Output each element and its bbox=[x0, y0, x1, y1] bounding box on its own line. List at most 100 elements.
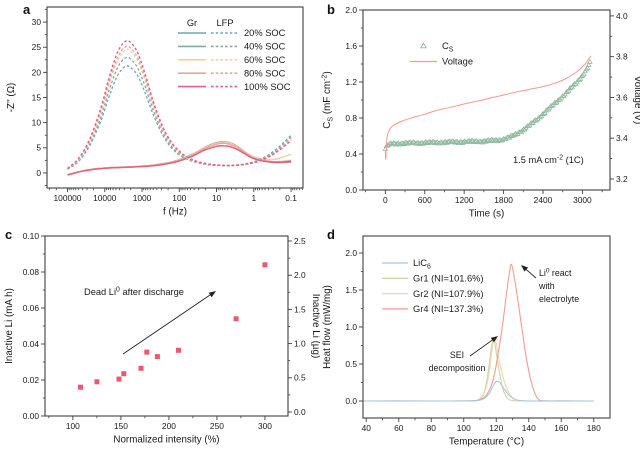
svg-text:Inactive Li (µg): Inactive Li (µg) bbox=[310, 294, 320, 358]
svg-text:0.00: 0.00 bbox=[23, 411, 40, 421]
svg-text:100000: 100000 bbox=[54, 193, 82, 203]
svg-text:electrolyte: electrolyte bbox=[539, 294, 579, 304]
svg-text:Voltage: Voltage bbox=[442, 57, 473, 67]
svg-text:1.5: 1.5 bbox=[345, 285, 357, 295]
svg-text:1.6: 1.6 bbox=[345, 41, 357, 51]
annotation-arrow-head bbox=[208, 291, 216, 298]
svg-text:3.8: 3.8 bbox=[616, 52, 628, 62]
svg-text:0: 0 bbox=[383, 195, 388, 205]
svg-text:150: 150 bbox=[114, 421, 128, 431]
svg-text:40% SOC: 40% SOC bbox=[244, 42, 286, 52]
annotations: Dead Li0 after discharge bbox=[84, 286, 216, 355]
svg-text:SEI: SEI bbox=[450, 350, 464, 360]
svg-text:with: with bbox=[538, 281, 555, 291]
svg-text:80% SOC: 80% SOC bbox=[244, 68, 286, 78]
svg-text:10000: 10000 bbox=[93, 193, 117, 203]
svg-text:0.0: 0.0 bbox=[345, 396, 357, 406]
svg-text:30: 30 bbox=[32, 17, 42, 27]
panel-d-chart: 40 60 80 100 120 140 160 180 0.0 0.5 1.0 1.5 2.0 Temp… bbox=[322, 235, 611, 448]
series-lfp-80-soc bbox=[67, 45, 292, 170]
series-gr-100-soc bbox=[67, 144, 292, 176]
svg-text:0.4: 0.4 bbox=[345, 149, 357, 159]
svg-text:Inactive Li (mA h): Inactive Li (mA h) bbox=[4, 288, 15, 364]
axes bbox=[43, 6, 304, 192]
axes bbox=[359, 9, 614, 194]
panel-b-label: b bbox=[327, 2, 335, 17]
svg-text:1200: 1200 bbox=[455, 195, 474, 205]
svg-text:Dead Li0 after discharge: Dead Li0 after discharge bbox=[84, 286, 184, 297]
series-lfp-100-soc bbox=[67, 40, 292, 169]
svg-text:2.0: 2.0 bbox=[345, 5, 357, 15]
legend: Gr LFP 20% SOC 40% SOC 60% SOC 80% SOC 100% SO… bbox=[178, 18, 291, 92]
svg-text:60% SOC: 60% SOC bbox=[244, 55, 286, 65]
annotation-arrow-line bbox=[469, 339, 493, 357]
series-lfp-40-soc bbox=[67, 56, 292, 170]
svg-text:100: 100 bbox=[66, 421, 80, 431]
annotation-arrow-head bbox=[490, 336, 498, 343]
svg-text:0.0: 0.0 bbox=[345, 185, 357, 195]
panel-a-label: a bbox=[23, 2, 31, 17]
svg-text:1800: 1800 bbox=[494, 195, 513, 205]
panel-a-chart: 100000 10000 1000 100 10 1 0.1 0 5 10 15 20 25 30 f (H… bbox=[6, 6, 304, 218]
svg-text:160: 160 bbox=[554, 423, 568, 433]
svg-text:0.08: 0.08 bbox=[23, 267, 40, 277]
svg-text:2400: 2400 bbox=[534, 195, 553, 205]
svg-text:3.6: 3.6 bbox=[616, 92, 628, 102]
svg-text:decomposition: decomposition bbox=[429, 363, 486, 373]
svg-text:0.0: 0.0 bbox=[294, 407, 306, 417]
svg-text:100% SOC: 100% SOC bbox=[244, 82, 291, 92]
svg-text:2.0: 2.0 bbox=[345, 248, 357, 258]
panel-b-chart: 0 600 1200 1800 2400 3000 0.0 0.4 0.8 1.2 1.6 2.0 3.… bbox=[320, 5, 640, 220]
legend: LiC6 Gr1 (NI=101.6%) Gr2 (NI=107.9%) Gr4 (N… bbox=[382, 258, 484, 314]
panel-d-label: d bbox=[327, 227, 335, 242]
svg-text:Gr1 (NI=101.6%): Gr1 (NI=101.6%) bbox=[413, 274, 484, 284]
series-gr4 bbox=[363, 263, 594, 402]
svg-text:Time (s): Time (s) bbox=[469, 209, 505, 220]
annotation-arrow-line bbox=[525, 269, 537, 279]
svg-text:140: 140 bbox=[522, 423, 536, 433]
svg-text:LiC6: LiC6 bbox=[413, 258, 431, 270]
annotations: 1.5 mA cm-2 (1C) bbox=[513, 154, 584, 165]
svg-text:1.2: 1.2 bbox=[345, 77, 357, 87]
panel-c-label: c bbox=[5, 227, 13, 242]
svg-text:-Z'' (Ω): -Z'' (Ω) bbox=[6, 83, 17, 113]
svg-text:60: 60 bbox=[394, 423, 404, 433]
svg-text:0.02: 0.02 bbox=[23, 375, 40, 385]
series-group bbox=[382, 55, 593, 160]
svg-text:Voltage (V): Voltage (V) bbox=[632, 76, 640, 124]
axes bbox=[359, 235, 611, 422]
svg-text:2.0: 2.0 bbox=[294, 270, 306, 280]
legend-swatch-triangle bbox=[420, 42, 427, 49]
svg-text:1.0: 1.0 bbox=[294, 338, 306, 348]
svg-text:0: 0 bbox=[36, 168, 41, 178]
svg-text:0.8: 0.8 bbox=[345, 113, 357, 123]
svg-text:120: 120 bbox=[489, 423, 503, 433]
svg-text:40: 40 bbox=[362, 423, 372, 433]
svg-text:100: 100 bbox=[457, 423, 471, 433]
svg-text:25: 25 bbox=[32, 42, 42, 52]
legend: CS Voltage bbox=[410, 41, 473, 67]
series-areal-capacitance bbox=[382, 58, 593, 151]
svg-text:3.4: 3.4 bbox=[616, 133, 628, 143]
svg-text:Heat flow (mW/mg): Heat flow (mW/mg) bbox=[322, 285, 333, 369]
svg-text:1000: 1000 bbox=[133, 193, 152, 203]
svg-text:Normalized intensity (%): Normalized intensity (%) bbox=[113, 435, 219, 446]
svg-text:2.5: 2.5 bbox=[294, 236, 306, 246]
svg-text:Gr4 (NI=137.3%): Gr4 (NI=137.3%) bbox=[413, 304, 484, 314]
svg-text:Gr: Gr bbox=[187, 18, 197, 28]
svg-text:15: 15 bbox=[32, 92, 42, 102]
svg-text:0.06: 0.06 bbox=[23, 303, 40, 313]
svg-text:0.04: 0.04 bbox=[23, 339, 40, 349]
svg-text:1.5: 1.5 bbox=[294, 304, 306, 314]
annotation-arrow-head bbox=[521, 265, 529, 272]
svg-text:200: 200 bbox=[162, 421, 176, 431]
svg-text:20: 20 bbox=[32, 67, 42, 77]
svg-text:Temperature (°C): Temperature (°C) bbox=[449, 437, 524, 448]
svg-text:Li0 react: Li0 react bbox=[539, 268, 572, 278]
svg-text:100: 100 bbox=[172, 193, 186, 203]
series-lic6 bbox=[363, 380, 594, 402]
svg-text:4.0: 4.0 bbox=[616, 11, 628, 21]
svg-text:3.2: 3.2 bbox=[616, 174, 628, 184]
series-group bbox=[363, 263, 594, 402]
